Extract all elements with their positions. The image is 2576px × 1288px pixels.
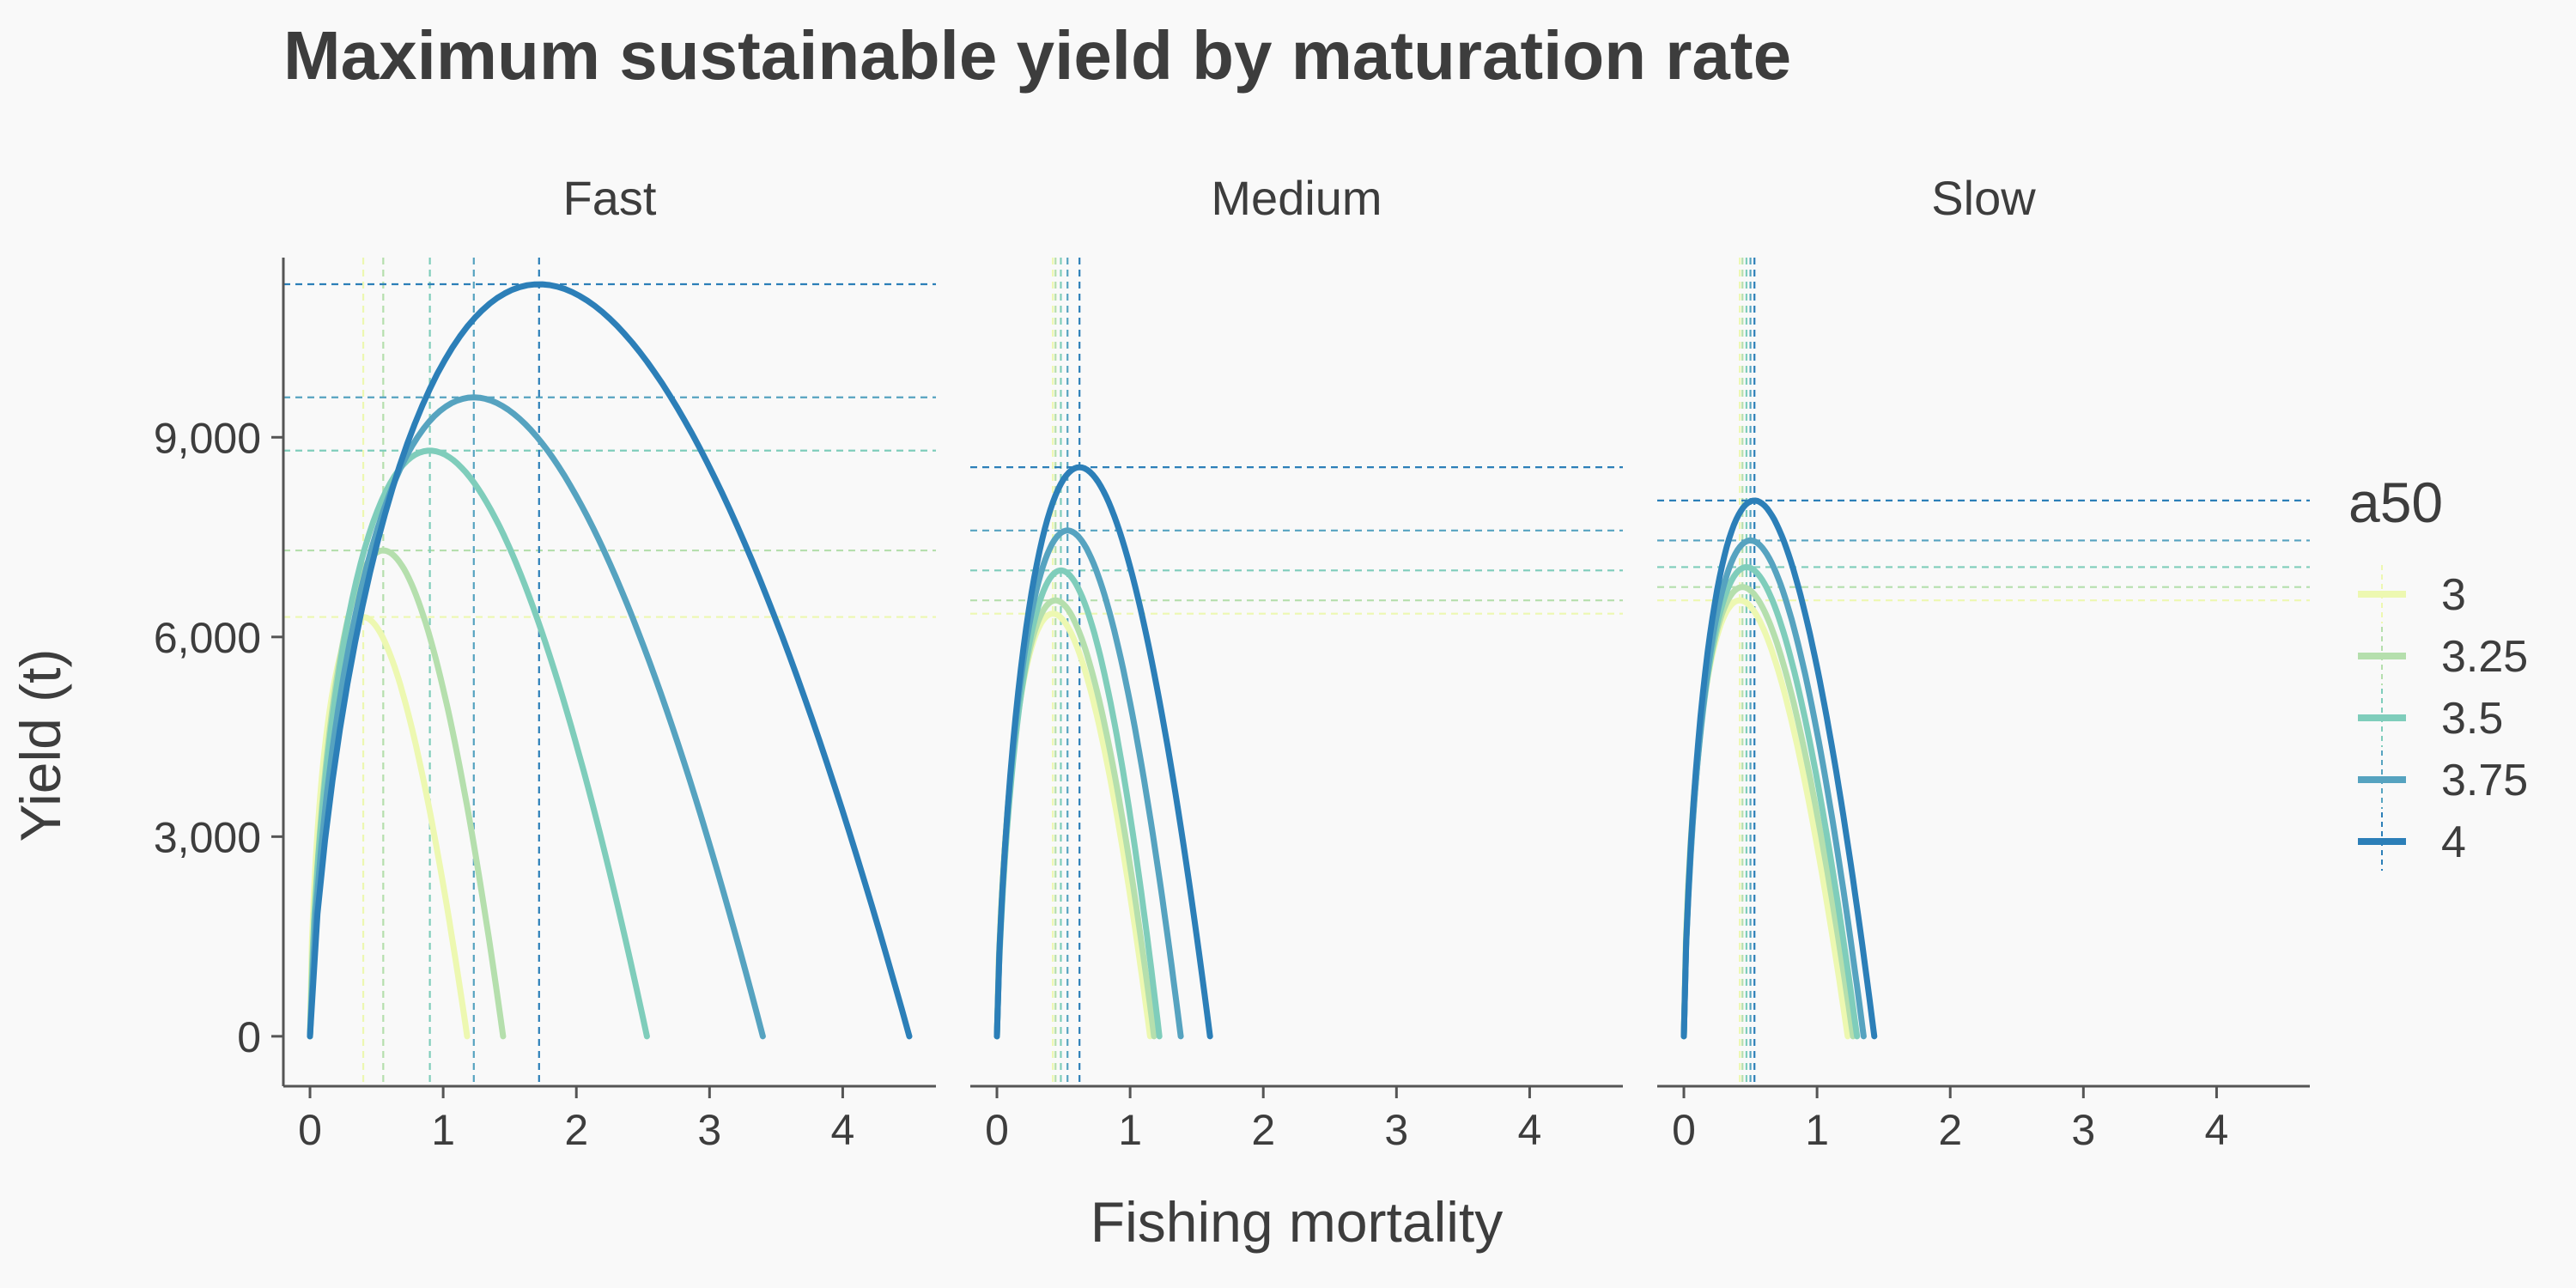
x-tick-label: 2 bbox=[564, 1106, 588, 1154]
x-tick-label: 2 bbox=[1251, 1106, 1275, 1154]
legend-items: 3 3.25 3.5 3.75 4 bbox=[2358, 565, 2528, 871]
x-tick-label: 1 bbox=[1805, 1106, 1829, 1154]
yield-curve bbox=[307, 447, 650, 1040]
x-tick-label: 0 bbox=[1672, 1106, 1696, 1154]
yield-curve bbox=[307, 281, 913, 1040]
facet-panels: Fast 0 1 2 3 4 Medium 0 1 2 3 4 Slow 0 1 2 3 4 0 3,000 6,000… bbox=[154, 171, 2310, 1154]
reference-lines bbox=[283, 258, 936, 1086]
legend-label: 3 bbox=[2441, 570, 2466, 620]
legend-label: 3.5 bbox=[2441, 694, 2503, 744]
legend-item: 3 bbox=[2358, 565, 2466, 623]
x-tick-label: 4 bbox=[1518, 1106, 1542, 1154]
y-tick-label: 9,000 bbox=[154, 414, 261, 462]
x-tick-label: 4 bbox=[2205, 1106, 2229, 1154]
legend-title: a50 bbox=[2348, 471, 2443, 534]
chart-title: Maximum sustainable yield by maturation … bbox=[283, 17, 1791, 94]
x-tick-label: 3 bbox=[1384, 1106, 1408, 1154]
facet-label: Medium bbox=[1211, 171, 1382, 225]
x-tick-label: 3 bbox=[697, 1106, 721, 1154]
legend-label: 3.25 bbox=[2441, 632, 2528, 682]
y-tick-label: 3,000 bbox=[154, 813, 261, 861]
yield-curves bbox=[307, 281, 913, 1040]
panel-medium: Medium 0 1 2 3 4 bbox=[970, 171, 1623, 1154]
facet-label: Fast bbox=[563, 171, 657, 225]
legend-label: 4 bbox=[2441, 817, 2466, 867]
x-tick-label: 0 bbox=[298, 1106, 322, 1154]
panel-slow: Slow 0 1 2 3 4 bbox=[1657, 171, 2310, 1154]
x-axis-title: Fishing mortality bbox=[1091, 1190, 1503, 1254]
yield-curve bbox=[993, 567, 1163, 1040]
x-tick-label: 3 bbox=[2071, 1106, 2095, 1154]
y-axis-title: Yield (t) bbox=[9, 649, 72, 842]
facet-label: Slow bbox=[1931, 171, 2036, 225]
y-tick-label: 6,000 bbox=[154, 614, 261, 662]
yield-curve bbox=[1680, 538, 1867, 1040]
yield-curve bbox=[307, 394, 766, 1040]
x-tick-label: 2 bbox=[1938, 1106, 1962, 1154]
x-tick-label: 4 bbox=[831, 1106, 855, 1154]
legend-item: 3.25 bbox=[2358, 627, 2528, 685]
legend-item: 4 bbox=[2358, 812, 2466, 871]
x-tick-label: 1 bbox=[431, 1106, 455, 1154]
reference-lines bbox=[1657, 258, 2310, 1086]
legend: a50 3 3.25 3.5 3.75 4 bbox=[2348, 471, 2528, 871]
y-axis: 0 3,000 6,000 9,000 bbox=[154, 258, 285, 1086]
yield-curve bbox=[1680, 497, 1878, 1040]
x-tick-label: 0 bbox=[985, 1106, 1009, 1154]
reference-lines bbox=[970, 258, 1623, 1086]
yield-curves bbox=[1680, 497, 1878, 1040]
legend-label: 3.75 bbox=[2441, 756, 2528, 805]
legend-item: 3.75 bbox=[2358, 750, 2528, 809]
yield-curve bbox=[993, 464, 1213, 1040]
panel-fast: Fast 0 1 2 3 4 bbox=[283, 171, 936, 1154]
legend-item: 3.5 bbox=[2358, 689, 2503, 747]
x-tick-label: 1 bbox=[1118, 1106, 1142, 1154]
yield-curves bbox=[993, 464, 1213, 1040]
y-tick-label: 0 bbox=[237, 1013, 261, 1061]
